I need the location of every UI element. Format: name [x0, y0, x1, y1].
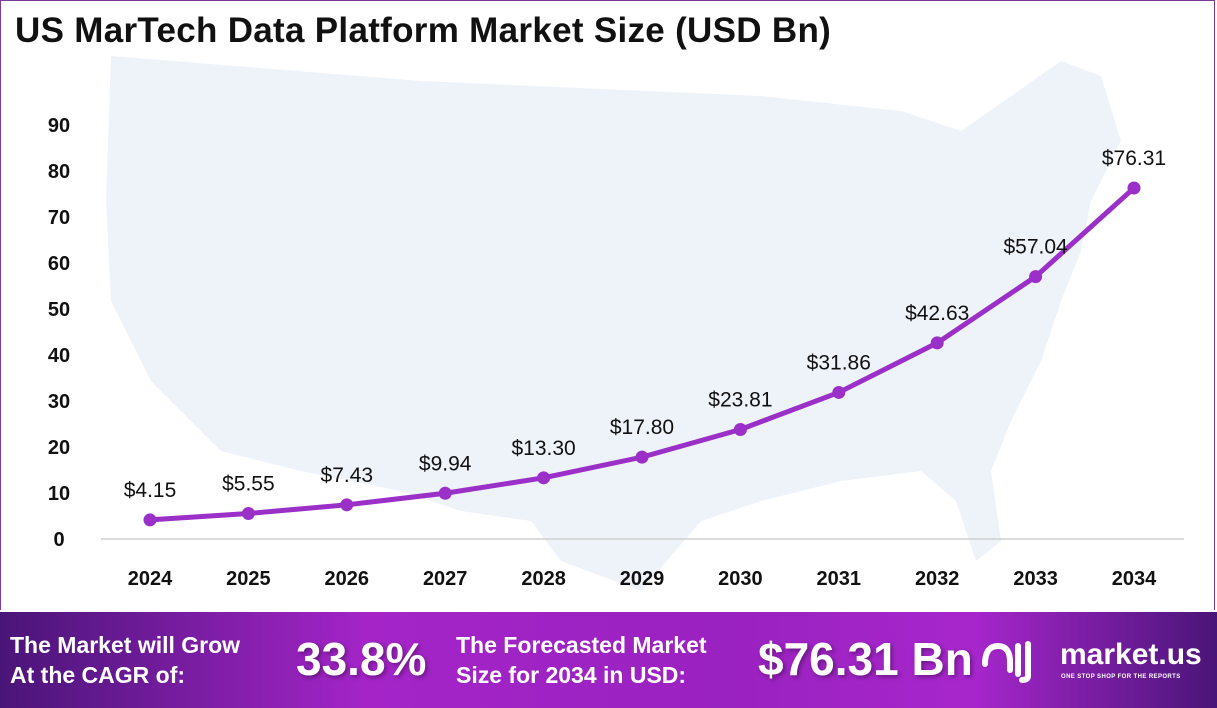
y-tick-label: 90 — [48, 115, 70, 137]
y-tick-label: 20 — [48, 437, 70, 459]
cagr-label-line2: At the CAGR of: — [10, 662, 186, 688]
x-tick-label: 2033 — [1013, 568, 1058, 590]
x-tick-label: 2026 — [325, 568, 370, 590]
forecast-label-line2: Size for 2034 in USD: — [456, 662, 687, 688]
data-point — [438, 486, 452, 500]
forecast-label-line1: The Forecasted Market — [456, 632, 707, 658]
data-label: $7.43 — [321, 464, 374, 487]
cagr-label-line1: The Market will Grow — [10, 632, 241, 658]
us-map-background — [106, 56, 1121, 591]
x-tick-label: 2024 — [128, 568, 173, 590]
y-tick-label: 10 — [48, 483, 70, 505]
data-point — [930, 336, 944, 350]
data-label: $23.81 — [708, 388, 772, 411]
x-tick-label: 2025 — [226, 568, 271, 590]
x-tick-label: 2032 — [915, 568, 960, 590]
forecast-value: $76.31 Bn — [758, 633, 973, 685]
brand-tagline: ONE STOP SHOP FOR THE REPORTS — [1061, 674, 1181, 680]
data-point — [143, 513, 157, 527]
data-point — [635, 450, 649, 464]
x-tick-label: 2028 — [521, 568, 566, 590]
data-label: $13.30 — [511, 437, 575, 460]
data-point — [733, 422, 747, 436]
data-point — [1127, 181, 1141, 195]
y-tick-label: 70 — [48, 207, 70, 229]
data-label: $17.80 — [610, 416, 674, 439]
data-label: $4.15 — [124, 479, 177, 502]
y-tick-label: 0 — [53, 529, 64, 551]
y-tick-label: 60 — [48, 253, 70, 275]
summary-banner: The Market will Grow At the CAGR of: 33.… — [0, 612, 1217, 708]
cagr-value: 33.8% — [296, 633, 427, 685]
x-tick-label: 2030 — [718, 568, 763, 590]
data-point — [241, 506, 255, 520]
x-tick-label: 2029 — [620, 568, 665, 590]
y-tick-label: 40 — [48, 345, 70, 367]
data-point — [1029, 270, 1043, 284]
data-label: $57.04 — [1003, 236, 1068, 259]
y-tick-label: 50 — [48, 299, 70, 321]
data-label: $31.86 — [807, 351, 871, 374]
data-point — [832, 385, 846, 399]
data-point — [340, 498, 354, 512]
y-tick-label: 80 — [48, 161, 70, 183]
x-tick-label: 2027 — [423, 568, 468, 590]
market-us-logo-icon — [982, 641, 1031, 683]
y-tick-label: 30 — [48, 391, 70, 413]
data-label: $9.94 — [419, 452, 472, 475]
data-point — [537, 471, 551, 485]
x-tick-label: 2034 — [1112, 568, 1157, 590]
data-label: $42.63 — [905, 302, 969, 325]
chart-title: US MarTech Data Platform Market Size (US… — [15, 11, 832, 50]
data-label: $76.31 — [1102, 147, 1166, 170]
data-label: $5.55 — [222, 472, 275, 495]
forecast-label: The Forecasted Market Size for 2034 in U… — [456, 630, 707, 690]
brand-name: market.us — [1060, 638, 1202, 671]
cagr-label: The Market will Grow At the CAGR of: — [10, 630, 240, 690]
x-tick-label: 2031 — [817, 568, 862, 590]
chart-panel: US MarTech Data Platform Market Size (US… — [0, 0, 1215, 610]
